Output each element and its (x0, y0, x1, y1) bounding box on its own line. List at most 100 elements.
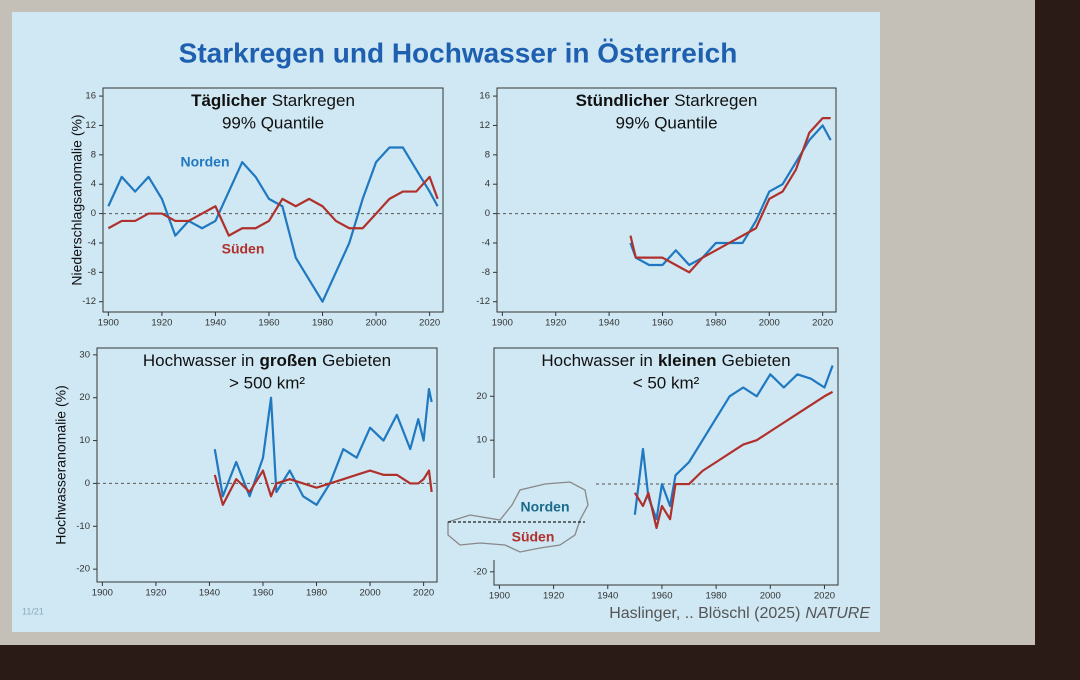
title-part: kleinen (658, 351, 717, 370)
x-tick-label: 1900 (492, 318, 513, 329)
x-tick-label: 1960 (252, 588, 273, 599)
title-part: Täglicher (191, 91, 267, 110)
x-tick-label: 1980 (306, 588, 327, 599)
map-background (444, 478, 594, 560)
title-part: Stündlicher (576, 91, 670, 110)
series-line (107, 175, 439, 237)
series-line (213, 469, 433, 506)
y-tick-label: -8 (482, 267, 490, 278)
y-tick-label: 8 (485, 149, 490, 160)
title-part: Hochwasser in (541, 351, 653, 370)
map-label-south: Süden (512, 529, 555, 545)
chart-subtitle: 99% Quantile (222, 113, 324, 132)
chart-subtitle: 99% Quantile (615, 113, 717, 132)
y-tick-label: -12 (82, 296, 96, 307)
x-tick-label: 1960 (652, 318, 673, 329)
x-tick-label: 1980 (705, 318, 726, 329)
y-tick-label: -8 (88, 267, 96, 278)
title-part: Gebieten (322, 351, 391, 370)
slide-title: Starkregen und Hochwasser in Österreich (179, 37, 738, 68)
page-number: 11/21 (22, 606, 44, 616)
series-line (107, 146, 439, 303)
series-line (633, 365, 834, 521)
y-tick-label: 20 (476, 391, 487, 402)
y-axis-label: Hochwasseranomalie (%) (53, 385, 69, 545)
y-axis-label: Niederschlagsanomalie (%) (69, 114, 85, 285)
chart-title: Hochwasser in großen Gebieten (143, 351, 391, 370)
x-tick-label: 1900 (489, 591, 510, 602)
y-tick-label: 16 (479, 91, 490, 102)
map-inset: Norden Süden (444, 478, 594, 560)
plot-area (102, 87, 444, 313)
y-tick-label: -20 (473, 566, 487, 577)
series-label: Norden (181, 154, 230, 170)
x-tick-label: 1960 (258, 318, 279, 329)
series-label: Süden (222, 241, 265, 257)
chart-panel: -20-10010201900192019401960198020002020H… (473, 347, 839, 602)
plot-area (96, 347, 438, 583)
y-tick-label: 10 (476, 435, 487, 446)
y-tick-label: 0 (91, 208, 96, 219)
x-tick-label: 1980 (706, 591, 727, 602)
y-tick-label: 10 (79, 435, 90, 446)
austria-outline (447, 481, 589, 553)
y-tick-label: 8 (91, 149, 96, 160)
title-part: Gebieten (722, 351, 791, 370)
x-tick-label: 1920 (545, 318, 566, 329)
x-tick-label: 1940 (599, 318, 620, 329)
chart-subtitle: > 500 km² (229, 373, 305, 392)
y-tick-label: -20 (76, 564, 90, 575)
x-tick-label: 2000 (360, 588, 381, 599)
citation-authors: Haslinger, .. Blöschl (2025) (609, 605, 800, 622)
x-tick-label: 1920 (151, 318, 172, 329)
x-tick-label: 2000 (760, 591, 781, 602)
y-tick-label: -4 (88, 237, 96, 248)
plot-area (493, 347, 839, 586)
x-tick-label: 2020 (814, 591, 835, 602)
y-tick-label: 12 (479, 120, 490, 131)
chart-panel: -12 -8 -4 0 4 8 12 16 1900 1920 1940 1960 1980 2000 20… (476, 87, 837, 329)
x-tick-label: 2020 (413, 588, 434, 599)
y-tick-label: 12 (85, 120, 96, 131)
title-part: Hochwasser in (143, 351, 255, 370)
x-tick-label: 1900 (98, 318, 119, 329)
y-tick-label: 16 (85, 91, 96, 102)
chart-panel: -12 -8 -4 0 4 8 12 16 1900 1920 1940 1960 1980 2000 20… (69, 87, 444, 329)
x-tick-label: 1920 (145, 588, 166, 599)
chart-title: Täglicher Starkregen (191, 91, 355, 110)
plot-area (496, 87, 837, 313)
map-label-north: Norden (521, 499, 570, 515)
y-tick-label: -10 (76, 521, 90, 532)
y-tick-label: 30 (79, 349, 90, 360)
series-line (633, 390, 834, 530)
x-tick-label: 1940 (199, 588, 220, 599)
chart-panel: -20 -10 0 10 20 30 1900 1920 1940 1960 1980 2000 202… (53, 347, 438, 599)
y-tick-label: 4 (91, 179, 96, 190)
citation: Haslinger, .. Blöschl (2025) NATURE (609, 605, 870, 622)
title-part: Starkregen (674, 91, 757, 110)
y-tick-label: 0 (85, 478, 90, 489)
x-tick-label: 1940 (205, 318, 226, 329)
x-tick-label: 1920 (543, 591, 564, 602)
y-tick-label: -4 (482, 237, 490, 248)
y-tick-label: 0 (485, 208, 490, 219)
chart-title: Stündlicher Starkregen (576, 91, 758, 110)
chart-title: Hochwasser in kleinen Gebieten (541, 351, 790, 370)
citation-journal: NATURE (805, 605, 870, 622)
x-tick-label: 1900 (92, 588, 113, 599)
title-part: Starkregen (272, 91, 355, 110)
x-tick-label: 2000 (366, 318, 387, 329)
series-line (629, 117, 831, 274)
y-tick-label: 20 (79, 392, 90, 403)
x-tick-label: 1960 (651, 591, 672, 602)
chart-subtitle: < 50 km² (633, 373, 700, 392)
y-tick-label: -12 (476, 296, 490, 307)
x-tick-label: 2020 (812, 318, 833, 329)
x-tick-label: 1980 (312, 318, 333, 329)
x-tick-label: 2000 (759, 318, 780, 329)
x-tick-label: 2020 (419, 318, 440, 329)
y-tick-label: 4 (485, 179, 490, 190)
x-tick-label: 1940 (597, 591, 618, 602)
